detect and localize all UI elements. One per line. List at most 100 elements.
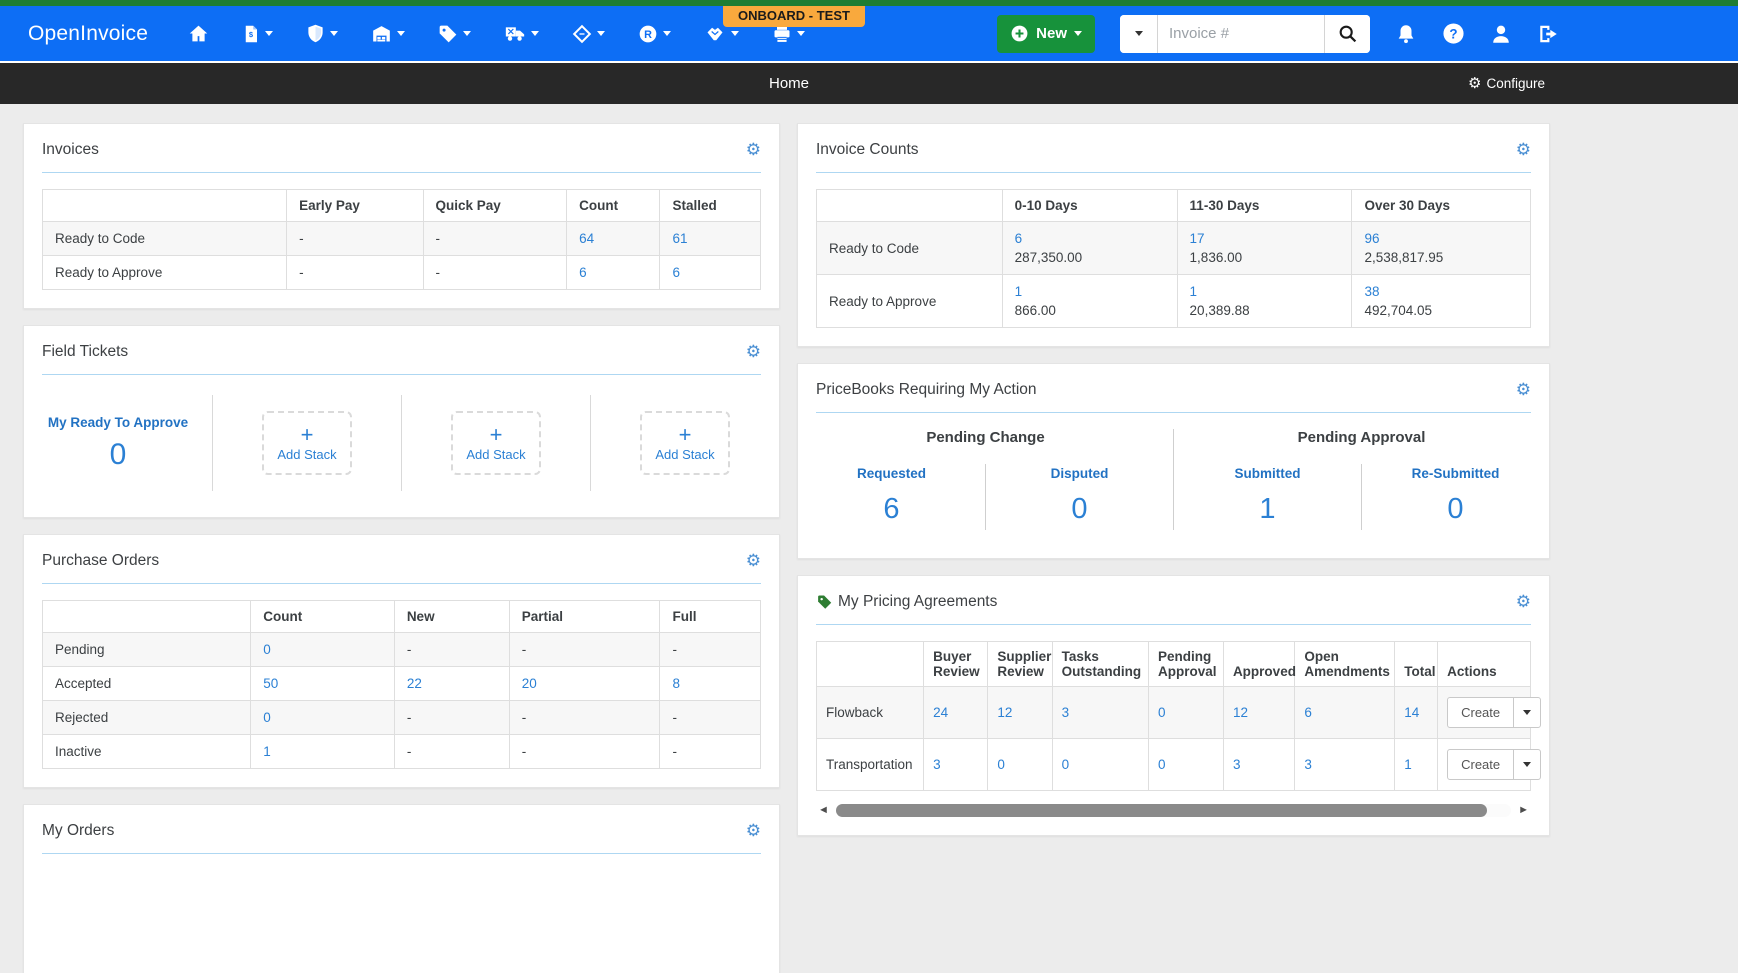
stalled-link[interactable]: 6 <box>672 265 680 280</box>
gear-icon[interactable]: ⚙ <box>745 342 761 361</box>
count-link[interactable]: 1 <box>263 744 271 759</box>
cell: 0 <box>250 632 395 667</box>
help-button[interactable]: ? <box>1442 22 1465 45</box>
metric-value[interactable]: 0 <box>109 437 127 471</box>
add-stack-button[interactable]: + Add Stack <box>451 411 541 475</box>
user-button[interactable] <box>1490 23 1512 45</box>
search-type-dropdown[interactable] <box>1120 14 1158 53</box>
nav-menu-registered[interactable]: R <box>638 24 672 44</box>
value-link[interactable]: 24 <box>933 705 949 720</box>
value-link[interactable]: 6 <box>1304 705 1312 720</box>
stalled-link[interactable]: 61 <box>672 231 688 246</box>
count-link[interactable]: 50 <box>263 676 279 691</box>
value-link[interactable]: 3 <box>1304 757 1312 772</box>
add-stack-button[interactable]: + Add Stack <box>640 411 730 475</box>
cell: Create <box>1437 738 1542 791</box>
svg-text:R: R <box>644 28 652 40</box>
cell: 6 287,350.00 <box>1001 221 1178 275</box>
row-label: Inactive <box>41 734 252 769</box>
value-link[interactable]: 12 <box>997 705 1013 720</box>
invoices-card: Invoices ⚙ Early Pay Quick Pay Count Sta… <box>23 123 780 309</box>
value-link[interactable]: 1 <box>1404 757 1412 772</box>
count-link[interactable]: 38 <box>1364 284 1380 299</box>
truck-icon <box>505 26 525 41</box>
scrollbar-track[interactable] <box>835 804 1512 817</box>
metric-value[interactable]: 0 <box>1447 493 1464 525</box>
gear-icon[interactable]: ⚙ <box>1515 592 1531 611</box>
column-header: Total <box>1394 641 1439 687</box>
value-link[interactable]: 14 <box>1404 705 1420 720</box>
help-icon: ? <box>1443 23 1464 44</box>
new-button[interactable]: New <box>997 14 1095 53</box>
count-link[interactable]: 17 <box>1189 231 1205 246</box>
metric-value[interactable]: 6 <box>883 493 900 525</box>
configure-button[interactable]: ⚙ Configure <box>1468 76 1545 91</box>
brand-logo[interactable]: OpenInvoice <box>28 21 149 45</box>
count-link[interactable]: 6 <box>579 265 587 280</box>
my-orders-card-title: My Orders <box>42 822 115 839</box>
handshake-icon <box>707 27 723 40</box>
nav-menu-invoices[interactable]: $ <box>242 24 274 44</box>
search-button[interactable] <box>1324 14 1370 53</box>
search-input[interactable] <box>1158 14 1324 53</box>
value-link[interactable]: 0 <box>1157 705 1166 720</box>
gear-icon[interactable]: ⚙ <box>1515 380 1531 399</box>
subnav: Home ⚙ Configure <box>0 63 1738 104</box>
nav-menu-tickets[interactable] <box>572 24 606 44</box>
cell: 1 <box>1394 738 1439 791</box>
metric-value[interactable]: 0 <box>1071 493 1088 525</box>
nav-menu-warehouse[interactable] <box>371 24 406 44</box>
scroll-left-arrow[interactable]: ◄ <box>818 804 829 816</box>
gear-icon[interactable]: ⚙ <box>745 140 761 159</box>
count-link[interactable]: 0 <box>263 710 271 725</box>
gear-icon[interactable]: ⚙ <box>745 821 761 840</box>
value-link[interactable]: 12 <box>1232 705 1248 720</box>
scroll-right-arrow[interactable]: ► <box>1518 804 1529 816</box>
svg-text:?: ? <box>1449 26 1457 41</box>
nav-menu-pricing[interactable] <box>438 24 472 44</box>
row-label: Transportation <box>815 738 925 791</box>
add-stack-label: Add Stack <box>655 447 715 462</box>
value-link[interactable]: 0 <box>997 757 1005 772</box>
partial-link[interactable]: 20 <box>521 676 537 691</box>
add-stack-button[interactable]: + Add Stack <box>262 411 352 475</box>
ticket-icon <box>572 24 592 43</box>
value-link[interactable]: 0 <box>1061 757 1070 772</box>
create-button[interactable]: Create <box>1461 757 1501 772</box>
nav-menu-logistics[interactable] <box>504 24 540 44</box>
card-underline <box>42 374 761 375</box>
count-link[interactable]: 96 <box>1364 231 1380 246</box>
row-label: Ready to Approve <box>816 274 1003 328</box>
signout-button[interactable] <box>1537 23 1560 45</box>
value-link[interactable]: 3 <box>1232 757 1241 772</box>
value-link[interactable]: 3 <box>1061 705 1070 720</box>
home-icon <box>189 25 208 42</box>
nav-menu-home[interactable] <box>188 23 209 44</box>
new-link[interactable]: 22 <box>406 676 422 691</box>
value-link[interactable]: 0 <box>1157 757 1166 772</box>
cell: - <box>286 221 424 256</box>
count-link[interactable]: 1 <box>1014 284 1023 299</box>
ready-to-approve-metric[interactable]: My Ready To Approve 0 <box>24 395 212 491</box>
cell: - <box>508 632 661 667</box>
create-dropdown-toggle[interactable] <box>1513 750 1540 779</box>
nav-menu-compliance[interactable] <box>306 23 339 44</box>
count-link[interactable]: 1 <box>1189 284 1198 299</box>
gear-icon[interactable]: ⚙ <box>745 551 761 570</box>
create-dropdown-toggle[interactable] <box>1513 698 1540 727</box>
full-link[interactable]: 8 <box>672 676 680 691</box>
scrollbar-thumb[interactable] <box>835 804 1488 817</box>
count-link[interactable]: 64 <box>579 231 595 246</box>
configure-label: Configure <box>1486 76 1545 91</box>
nav-menu-print[interactable] <box>772 24 806 44</box>
count-link[interactable]: 6 <box>1014 231 1023 246</box>
notifications-button[interactable] <box>1395 23 1417 45</box>
caret-down-icon <box>1074 31 1082 36</box>
value-link[interactable]: 3 <box>933 757 941 772</box>
metric-value[interactable]: 1 <box>1259 493 1276 525</box>
count-link[interactable]: 0 <box>263 642 271 657</box>
plus-circle-icon <box>1011 25 1028 42</box>
nav-menu-partners[interactable] <box>704 24 740 44</box>
create-button[interactable]: Create <box>1461 705 1501 720</box>
gear-icon[interactable]: ⚙ <box>1515 140 1531 159</box>
